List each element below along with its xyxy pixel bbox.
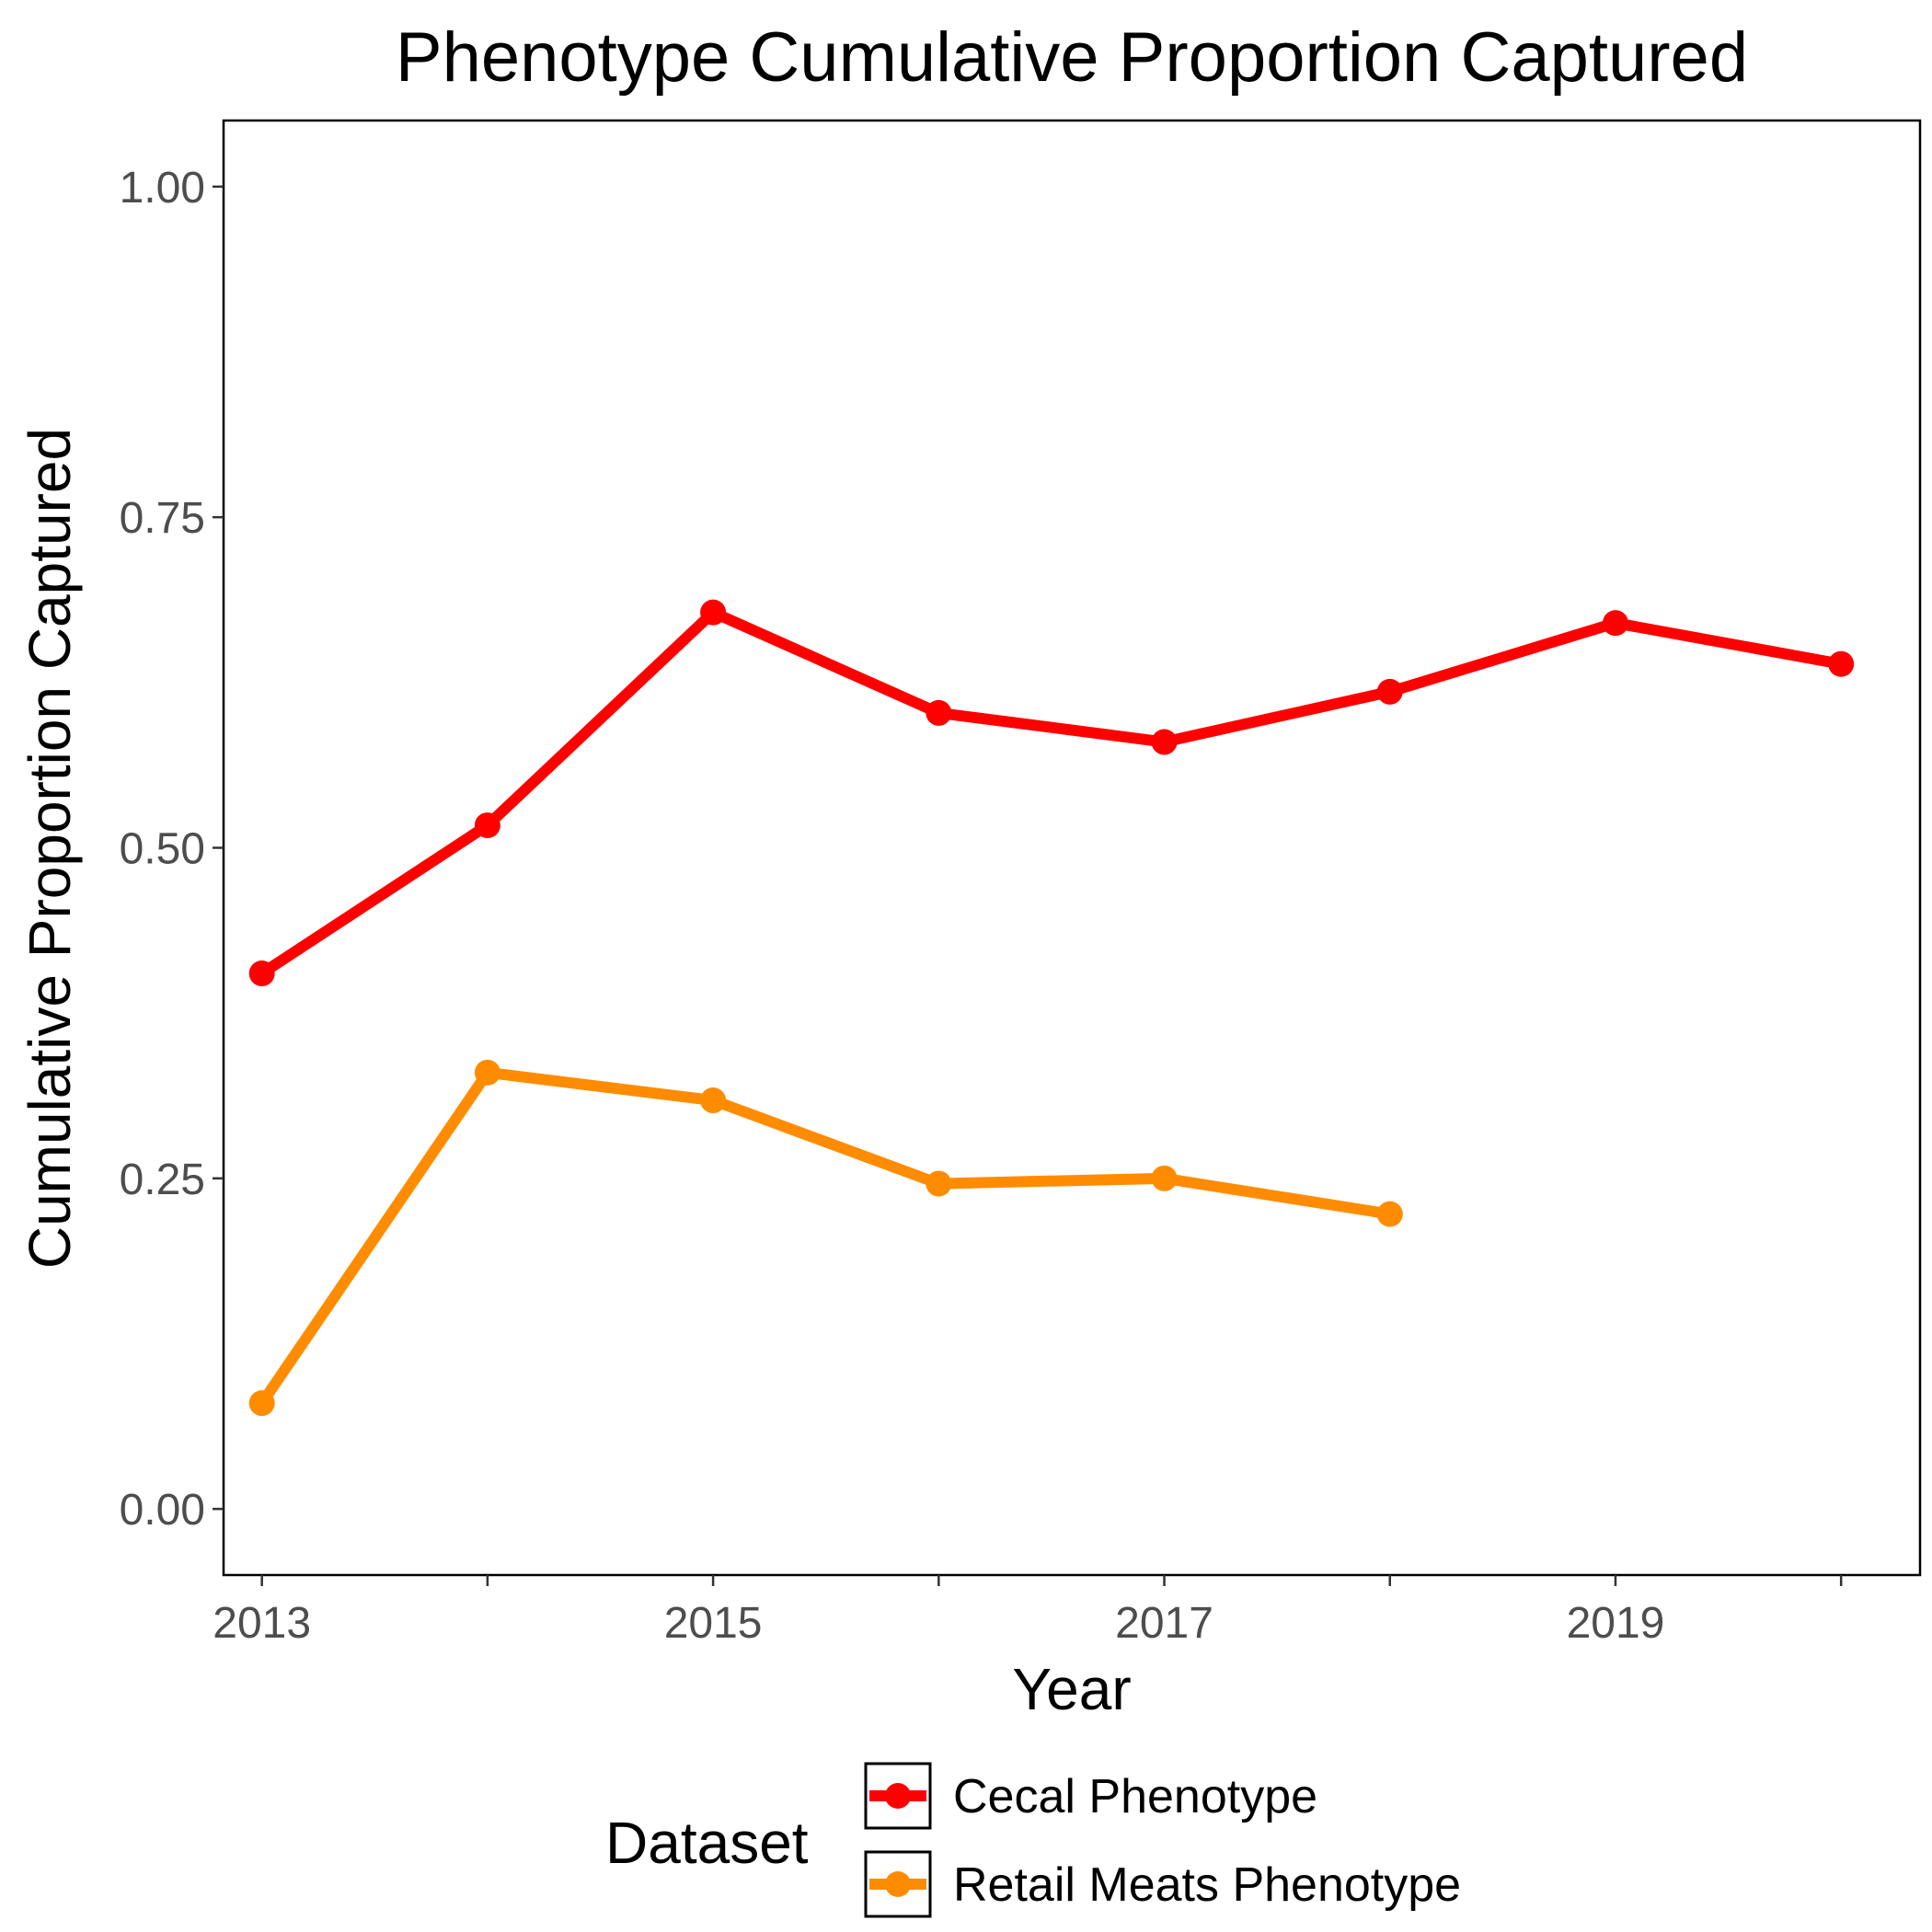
- x-tick-label: 2019: [1567, 1599, 1665, 1648]
- legend-label: Retail Meats Phenotype: [953, 1858, 1461, 1912]
- y-axis-title: Cumulative Proportion Captured: [17, 428, 83, 1269]
- legend-label: Cecal Phenotype: [953, 1770, 1317, 1823]
- panel-border: [222, 119, 1922, 1577]
- series-cecal-phenotype: [248, 599, 1855, 987]
- legend-key: [864, 1850, 932, 1918]
- series-retail-meats-phenotype: [248, 1059, 1403, 1417]
- x-axis-title: Year: [1012, 1656, 1131, 1722]
- y-tick-label: 0.75: [120, 494, 205, 543]
- legend-title: Dataset: [605, 1810, 809, 1876]
- data-point: [1376, 1201, 1403, 1227]
- data-point: [1376, 678, 1403, 705]
- data-point: [474, 812, 500, 839]
- legend-item: Retail Meats Phenotype: [864, 1850, 1461, 1918]
- y-tick-label: 0.50: [120, 825, 205, 874]
- chart-title: Phenotype Cumulative Proportion Captured: [396, 18, 1748, 97]
- x-tick-label: 2015: [664, 1599, 763, 1648]
- legend: Dataset Cecal Phenotype Retail Meats Phen…: [605, 1762, 1461, 1918]
- plot-panel: [222, 119, 1922, 1577]
- data-point: [474, 1059, 500, 1086]
- x-tick-label: 2017: [1115, 1599, 1213, 1648]
- data-point: [1151, 1165, 1178, 1191]
- data-point: [248, 960, 275, 987]
- series-line: [256, 1066, 1396, 1409]
- data-point: [1828, 650, 1855, 677]
- data-point: [700, 599, 727, 626]
- y-tick-label: 0.00: [120, 1486, 205, 1535]
- y-tick-label: 0.25: [120, 1156, 205, 1204]
- x-tick-label: 2013: [213, 1599, 311, 1648]
- series-layer: [248, 599, 1855, 1417]
- y-axis: 0.00 0.25 0.50 0.75 1.00: [120, 164, 224, 1535]
- data-point: [926, 1170, 952, 1197]
- data-point: [700, 1087, 727, 1114]
- legend-key: [864, 1762, 932, 1830]
- series-line: [256, 606, 1847, 980]
- data-point: [1602, 610, 1628, 637]
- data-point: [926, 699, 952, 726]
- legend-item: Cecal Phenotype: [864, 1762, 1317, 1830]
- data-point: [1151, 729, 1178, 755]
- y-tick-label: 1.00: [120, 164, 205, 213]
- data-point: [248, 1390, 275, 1417]
- x-axis: 2013 2015 2017 2019: [213, 1575, 1843, 1648]
